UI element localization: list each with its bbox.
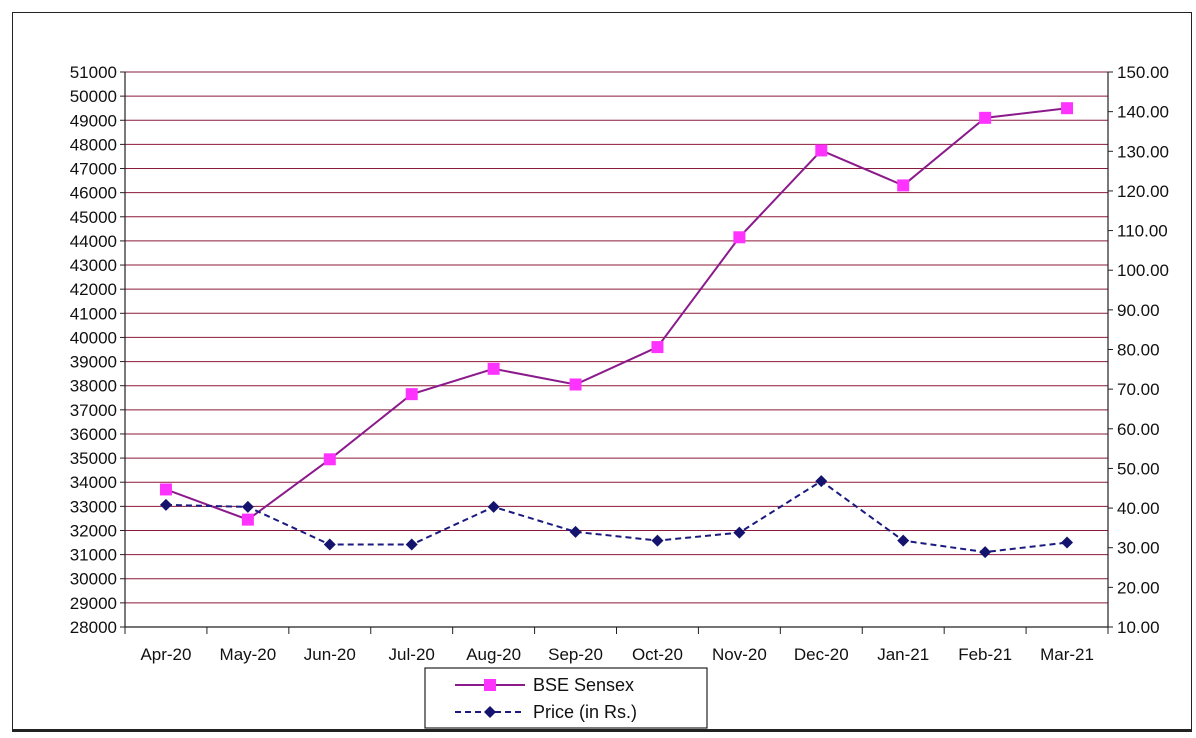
point-price [159,498,172,511]
left-tick-label: 36000 [70,425,117,444]
x-tick-label: Apr-20 [140,645,191,664]
right-tick-label: 60.00 [1117,420,1160,439]
point-price [815,475,828,488]
right-tick-label: 50.00 [1117,459,1160,478]
point-price [1061,536,1074,549]
left-tick-label: 51000 [70,63,117,82]
left-y-axis-ticks: 28000 29000 30000 31000 32000 33000 34000 35000… [70,63,125,637]
legend-label-price: Price (in Rs.) [533,702,637,722]
x-tick-label: Aug-20 [466,645,521,664]
left-tick-label: 31000 [70,546,117,565]
point-price [979,546,992,559]
x-axis-ticks: Apr-20 May-20 Jun-20 Jul-20 Aug-20 Sep-20 Oct-… [124,627,1109,664]
left-tick-label: 29000 [70,594,117,613]
left-tick-label: 42000 [70,280,117,299]
left-tick-label: 38000 [70,377,117,396]
chart-frame [12,12,1192,732]
point-price [897,534,910,547]
right-tick-label: 130.00 [1117,142,1169,161]
x-tick-label: Nov-20 [712,645,767,664]
left-tick-label: 28000 [70,618,117,637]
point-price [733,526,746,539]
legend-swatch-marker-bse-sensex [484,679,496,691]
point-bse-sensex [159,483,172,496]
right-tick-label: 110.00 [1117,222,1168,241]
point-price [405,538,418,551]
point-bse-sensex [405,388,418,401]
point-bse-sensex [815,144,828,157]
left-tick-label: 46000 [70,184,117,203]
series-group [159,102,1074,559]
point-bse-sensex [897,179,910,192]
right-y-axis-ticks: 10.00 20.00 30.00 40.00 50.00 60.00 70.00 80.00… [1108,63,1169,637]
right-tick-label: 150.00 [1117,63,1169,82]
left-tick-label: 40000 [70,328,117,347]
point-bse-sensex [569,378,582,391]
point-bse-sensex [1061,102,1074,115]
x-tick-label: Jul-20 [389,645,435,664]
right-tick-label: 70.00 [1117,380,1160,399]
x-tick-label: May-20 [220,645,277,664]
right-tick-label: 20.00 [1117,578,1160,597]
point-price [487,500,500,513]
right-tick-label: 140.00 [1117,103,1169,122]
left-tick-label: 32000 [70,521,117,540]
left-tick-label: 45000 [70,208,117,227]
x-tick-label: Oct-20 [632,645,683,664]
right-tick-label: 10.00 [1117,618,1160,637]
point-price [569,525,582,538]
point-bse-sensex [241,513,254,526]
series-line-bse-sensex [165,107,1068,521]
point-price [651,534,664,547]
left-tick-label: 41000 [70,304,117,323]
x-tick-label: Mar-21 [1040,645,1094,664]
right-tick-label: 40.00 [1117,499,1160,518]
point-price [241,500,254,513]
right-tick-label: 30.00 [1117,539,1160,558]
legend-label-bse-sensex: BSE Sensex [533,675,634,695]
legend-box [424,667,708,729]
right-tick-label: 90.00 [1117,301,1160,320]
x-tick-label: Jan-21 [877,645,929,664]
left-tick-label: 37000 [70,401,117,420]
left-tick-label: 48000 [70,135,117,154]
left-tick-label: 33000 [70,497,117,516]
left-tick-label: 39000 [70,353,117,372]
left-tick-label: 49000 [70,111,117,130]
left-tick-label: 50000 [70,87,117,106]
point-price [323,538,336,551]
point-bse-sensex [487,362,500,375]
legend: BSE Sensex Price (in Rs.) [424,667,708,729]
left-tick-label: 35000 [70,449,117,468]
x-tick-label: Jun-20 [304,645,356,664]
left-tick-label: 34000 [70,473,117,492]
left-tick-label: 44000 [70,232,117,251]
right-tick-label: 100.00 [1117,261,1169,280]
axes [124,72,1109,628]
legend-swatch-marker-price [484,706,496,718]
left-tick-label: 30000 [70,570,117,589]
left-tick-label: 47000 [70,160,117,179]
point-bse-sensex [733,231,746,244]
point-bse-sensex [323,453,336,466]
right-tick-label: 80.00 [1117,341,1160,360]
point-bse-sensex [651,341,664,354]
x-tick-label: Dec-20 [794,645,849,664]
point-bse-sensex [979,111,992,124]
series-line-price [165,479,1068,554]
x-tick-label: Sep-20 [548,645,603,664]
x-tick-label: Feb-21 [958,645,1012,664]
right-tick-label: 120.00 [1117,182,1169,201]
gridlines [125,71,1108,628]
left-tick-label: 43000 [70,256,117,275]
